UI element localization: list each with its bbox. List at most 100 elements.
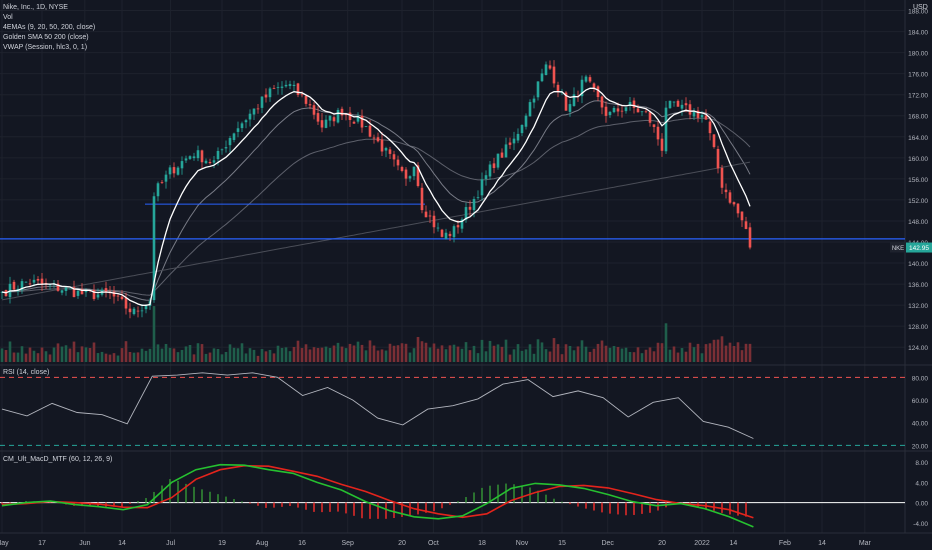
macd-histogram-bar (745, 502, 747, 517)
price-tick-label: 132.00 (908, 303, 928, 310)
volume-bar (56, 343, 60, 362)
candle-body (244, 120, 248, 123)
macd-histogram-bar (401, 502, 403, 517)
volume-bar (228, 344, 232, 362)
indicator-golden-sma[interactable]: Golden SMA 50 200 (close) (3, 34, 89, 41)
macd-histogram-bar (537, 490, 539, 503)
indicator-vol[interactable]: Vol (3, 14, 13, 21)
candle-body (152, 196, 156, 301)
candle-body (392, 154, 396, 160)
macd-tick-label: 8.00 (915, 460, 928, 467)
candle-body (492, 163, 496, 169)
candle-body (224, 147, 228, 149)
volume-bar (588, 351, 592, 362)
volume-bar (728, 342, 732, 362)
volume-bar (660, 343, 664, 362)
volume-bar (600, 340, 604, 362)
volume-bar (468, 350, 472, 362)
volume-bar (452, 344, 456, 362)
candle-body (28, 283, 32, 285)
price-tick-label: 148.00 (908, 219, 928, 226)
candle-body (264, 94, 268, 98)
macd-histogram-bar (81, 502, 83, 507)
candle-body (408, 176, 412, 179)
candle-body (208, 161, 212, 164)
candle-body (312, 105, 316, 115)
macd-tick-label: 0.00 (915, 501, 928, 508)
volume-bar (520, 350, 524, 362)
macd-histogram-bar (201, 489, 203, 503)
macd-histogram-bar (481, 487, 483, 503)
volume-bar (644, 349, 648, 362)
volume-bar (372, 345, 376, 362)
volume-bar (636, 347, 640, 362)
macd-histogram-bar (121, 502, 123, 507)
volume-bar (136, 352, 140, 362)
volume-bar (708, 343, 712, 362)
volume-bar (704, 344, 708, 362)
date-tick-label: Jun (79, 540, 90, 547)
date-tick-label: 17 (38, 540, 46, 547)
macd-line (1, 463, 754, 528)
volume-bar (216, 348, 220, 362)
candle-body (536, 81, 540, 98)
macd-histogram-bar (281, 502, 283, 507)
candle-body (584, 76, 588, 82)
volume-bar (260, 349, 264, 362)
candle-body (104, 288, 108, 293)
volume-bar (400, 343, 404, 362)
volume-bar (540, 342, 544, 362)
date-tick-label: 20 (658, 540, 666, 547)
volume-bar (488, 340, 492, 362)
candle-body (640, 111, 644, 113)
candle-body (188, 156, 192, 159)
candle-body (540, 73, 544, 82)
volume-bar (436, 348, 440, 362)
date-tick-label: Feb (779, 540, 791, 547)
candle-body (116, 295, 120, 297)
candle-body (36, 278, 40, 281)
candle-body (524, 115, 528, 127)
main-legend: Nike, Inc., 1D, NYSE Vol 4EMAs (9, 20, 5… (3, 3, 95, 53)
candle-body (240, 123, 244, 129)
candle-body (588, 77, 592, 82)
rsi-legend[interactable]: RSI (14, close) (3, 369, 50, 376)
volume-bar (60, 346, 64, 362)
volume-bar (580, 340, 584, 362)
volume-bar (88, 348, 92, 362)
volume-bar (640, 353, 644, 362)
indicator-vwap[interactable]: VWAP (Session, hlc3, 0, 1) (3, 44, 88, 51)
volume-bar (420, 341, 424, 362)
volume-bar (560, 354, 564, 362)
ema-200-line (1, 161, 751, 301)
volume-bar (648, 347, 652, 362)
macd-histogram-bar (345, 502, 347, 514)
candle-body (12, 281, 16, 290)
candle-body (216, 150, 220, 160)
volume-bar (20, 346, 24, 362)
candle-body (512, 138, 516, 144)
macd-histogram-bar (521, 485, 523, 503)
volume-bar (240, 343, 244, 362)
volume-bar (624, 347, 628, 362)
macd-legend[interactable]: CM_Ult_MacD_MTF (60, 12, 26, 9) (3, 456, 113, 463)
candle-body (140, 310, 144, 312)
macd-histogram-bar (193, 486, 195, 503)
candle-body (488, 164, 492, 177)
candle-body (592, 83, 596, 89)
candle-body (376, 137, 380, 142)
volume-bar (0, 348, 4, 362)
indicator-4emas[interactable]: 4EMAs (9, 20, 50, 200, close) (3, 24, 96, 31)
candle-body (288, 84, 292, 86)
volume-bar (224, 351, 228, 362)
volume-bar (208, 352, 212, 362)
volume-bar (144, 350, 148, 362)
volume-bar (572, 350, 576, 362)
candle-body (648, 112, 652, 123)
price-tick-label: 188.00 (908, 9, 928, 16)
macd-histogram-bar (729, 502, 731, 515)
candle-body (292, 84, 296, 86)
macd-histogram-bar (553, 498, 555, 503)
candle-body (184, 158, 188, 161)
